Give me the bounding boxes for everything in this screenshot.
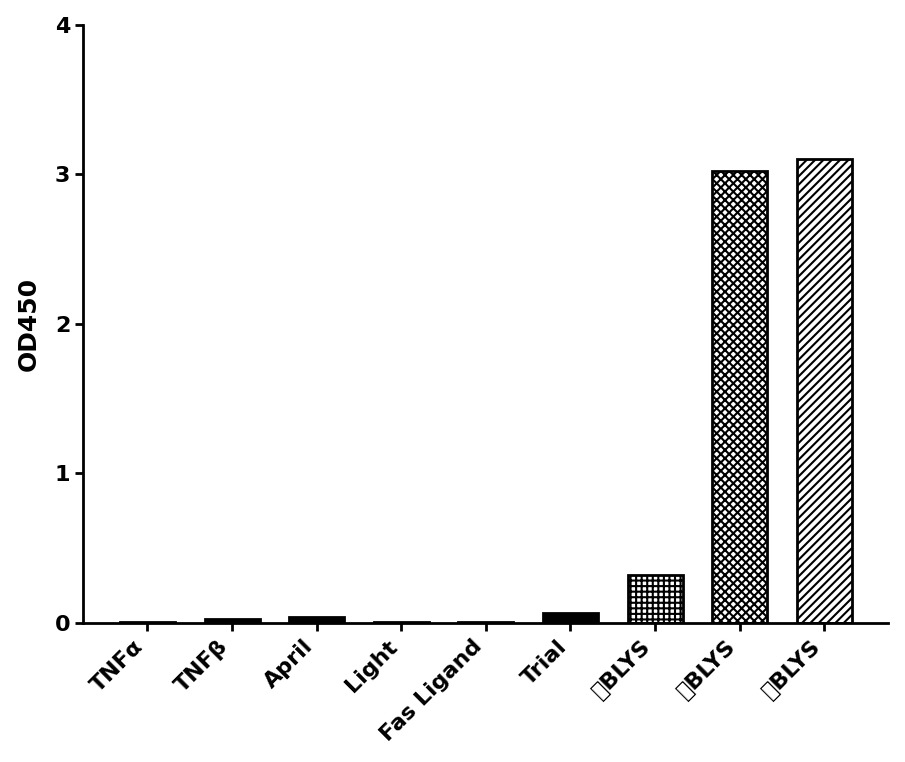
Bar	[458, 622, 513, 623]
Bar	[374, 622, 429, 623]
Y-axis label: OD450: OD450	[16, 277, 41, 371]
Bar	[712, 171, 767, 623]
Bar	[543, 613, 598, 623]
Bar	[627, 575, 682, 623]
Bar	[796, 159, 852, 623]
Bar	[120, 622, 175, 623]
Bar	[205, 620, 260, 623]
Bar	[290, 616, 344, 623]
